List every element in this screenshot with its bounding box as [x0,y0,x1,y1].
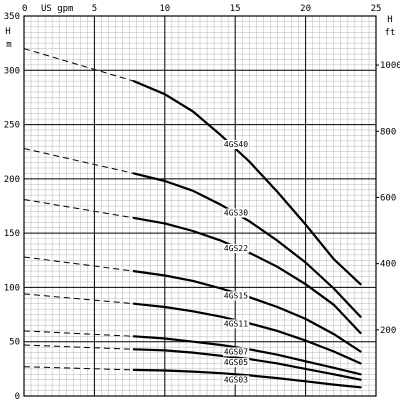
curve-dashed-4gs30 [23,148,134,174]
curve-solid-4gs22 [132,216,362,335]
curve-solid-4gs07 [132,335,362,376]
right-tick-label: 1000 [380,61,400,71]
left-tick-label: 0 [15,392,20,400]
left-tick-label: 200 [4,175,20,185]
curve-label-4gs15: 4GS15 [224,291,248,300]
left-tick-label: 250 [4,121,20,131]
curve-dashed-4gs07 [23,330,134,337]
curve-dashed-4gs05 [23,344,134,350]
curve-label-4gs22: 4GS22 [224,244,248,253]
top-tick-label: 10 [159,4,170,14]
curve-label-4gs07: 4GS07 [224,347,248,356]
curve-dashed-4gs15 [23,256,134,272]
curve-label-halo [222,140,250,150]
curve-solid-4gs30 [132,172,362,318]
curve-label-4gs05: 4GS05 [224,358,248,367]
left-tick-label: 50 [9,338,20,348]
curve-label-4gs03: 4GS03 [224,375,248,384]
curve-solid-4gs40 [132,80,362,286]
curve-solid-4gs11 [132,302,362,365]
curve-label-halo [222,208,250,218]
left-axis-unit-top: H [5,27,10,37]
tick-layer: 0 5 10 15 20 25 US gpm 0 50 100 150 200 250 300 350 Hm 2… [4,4,400,400]
top-axis-unit: US gpm [41,4,74,14]
top-tick-label: 20 [300,4,311,14]
curve-label-4gs40: 4GS40 [224,140,248,149]
curve-label-halo [222,243,250,253]
curve-solid-4gs03 [132,368,362,389]
curve-dashed-4gs11 [23,293,134,305]
curve-layer [23,48,362,389]
grid-layer [24,16,376,396]
top-tick-label: 5 [92,4,97,14]
curve-label-halo [222,291,250,301]
curve-solid-4gs15 [132,270,362,353]
curve-dashed-4gs40 [23,48,134,82]
plot-frame [23,15,377,397]
curve-solid-4gs05 [132,348,362,381]
curve-label-halo [222,347,250,357]
top-tick-label: 0 [22,4,27,14]
curve-dashed-4gs03 [23,366,134,371]
left-tick-label: 100 [4,283,20,293]
top-tick-label: 15 [230,4,241,14]
curve-label-halo [222,319,250,329]
curve-dashed-4gs22 [23,199,134,219]
right-tick-label: 200 [380,326,396,336]
right-axis-unit-bottom: ft [385,28,396,38]
left-axis-unit-bottom: m [6,40,11,50]
curve-label-4gs30: 4GS30 [224,209,248,218]
left-tick-label: 350 [4,12,20,22]
right-tick-label: 600 [380,193,396,203]
left-tick-label: 300 [4,66,20,76]
right-tick-label: 400 [380,260,396,270]
left-tick-label: 150 [4,229,20,239]
curve-label-4gs11: 4GS11 [224,319,248,328]
right-tick-label: 800 [380,127,396,137]
label-layer: 4GS40 4GS30 4GS22 4GS15 4GS11 4GS07 4GS05 4GS03 [222,140,250,385]
curve-label-halo [222,358,250,368]
top-tick-label: 25 [371,4,382,14]
right-axis-unit-top: H [387,15,392,25]
curve-label-halo [222,375,250,385]
